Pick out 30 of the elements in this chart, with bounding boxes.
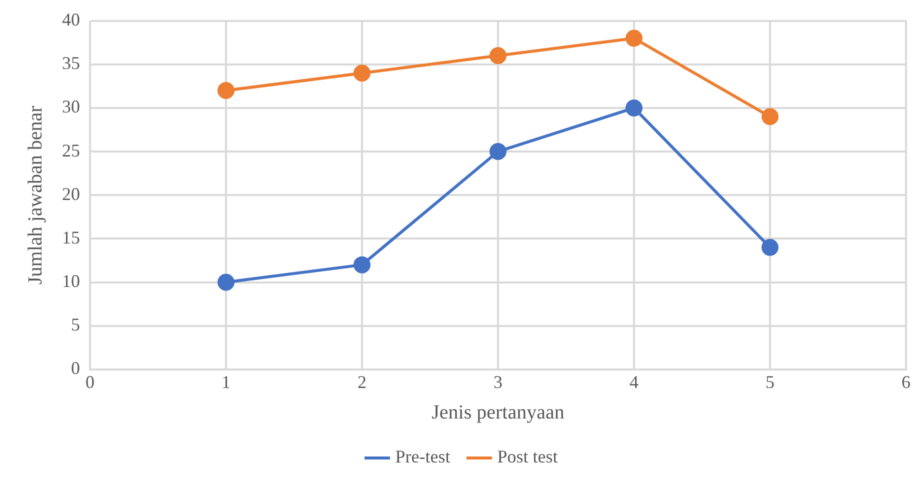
- x-tick-label: 1: [222, 372, 230, 392]
- y-tick-label: 25: [62, 140, 80, 160]
- point: [762, 238, 778, 256]
- point: [626, 99, 642, 116]
- y-axis-title: Jumlah jawaban benar: [24, 105, 46, 285]
- x-tick-label: 6: [902, 372, 910, 392]
- point: [218, 274, 234, 291]
- y-tick-label: 40: [62, 10, 80, 30]
- point: [218, 82, 234, 100]
- y-tick-label: 5: [71, 314, 80, 335]
- y-tick-label: 15: [62, 227, 80, 248]
- y-tick-label: 30: [62, 96, 80, 117]
- x-tick-label: 5: [766, 372, 774, 392]
- x-axis-title: Jenis pertanyaan: [432, 401, 564, 424]
- point: [354, 64, 370, 82]
- point: [354, 256, 370, 274]
- legend-label: Pre-test: [395, 446, 450, 467]
- x-tick-label: 4: [630, 372, 638, 392]
- point: [626, 30, 642, 47]
- y-tick-label: 20: [62, 184, 80, 204]
- y-tick-label: 35: [62, 53, 80, 74]
- x-tick-label: 2: [358, 372, 366, 392]
- point: [490, 143, 506, 160]
- y-tick-label: 10: [62, 270, 80, 291]
- x-tick-label: 3: [494, 372, 502, 392]
- point: [762, 108, 778, 126]
- y-tick-label: 0: [71, 358, 80, 378]
- legend-label: Post test: [497, 446, 558, 467]
- point: [490, 47, 506, 64]
- x-tick-label: 0: [86, 372, 94, 392]
